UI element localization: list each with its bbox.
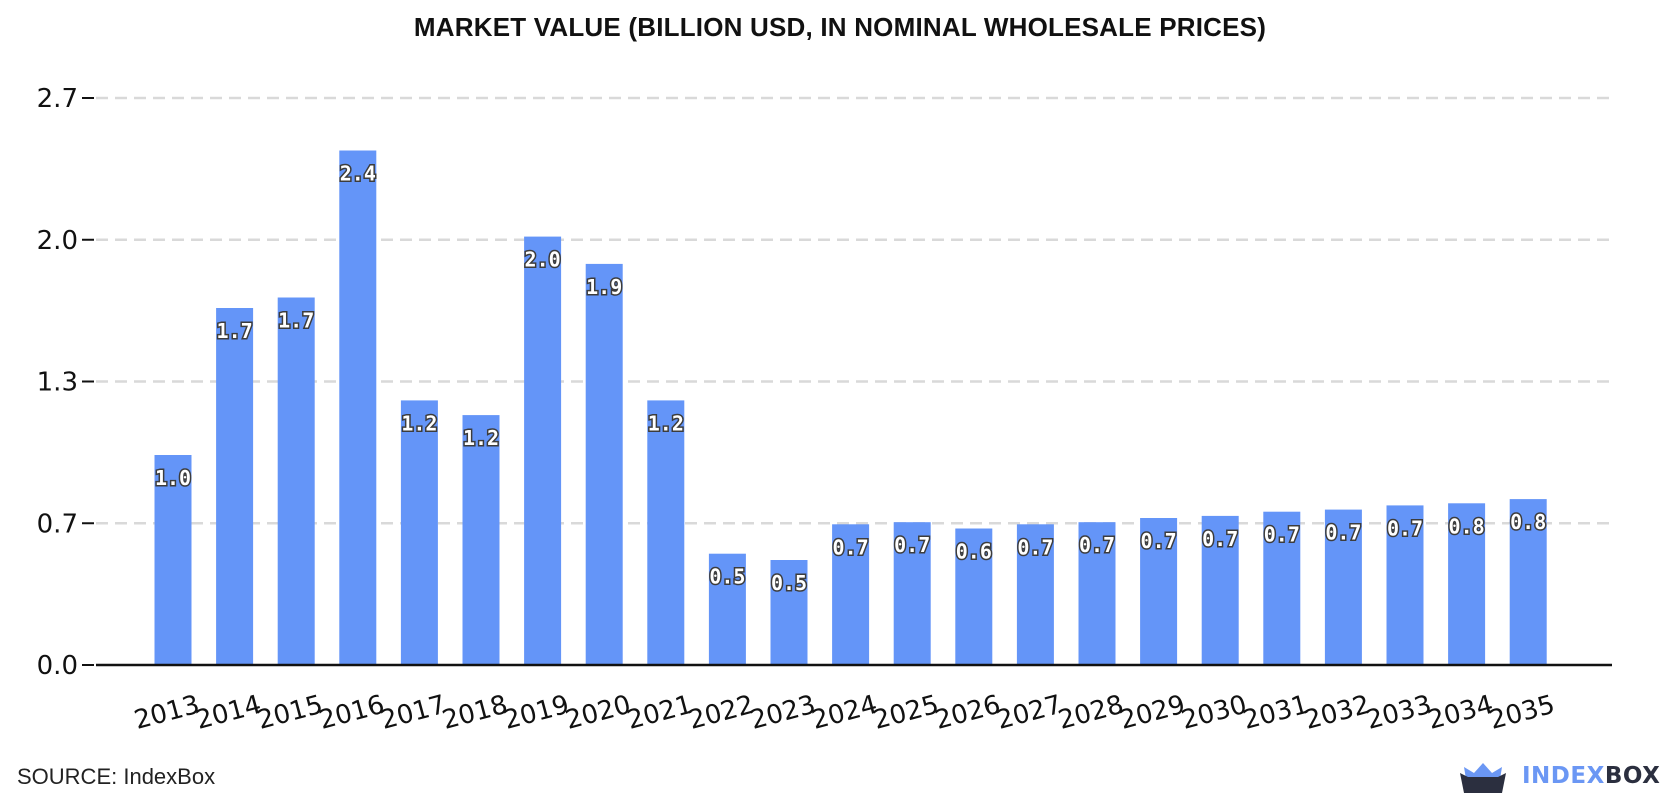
x-tick-label: 2032 [1302, 690, 1374, 736]
bar [524, 236, 562, 665]
source-note: SOURCE: IndexBox [17, 764, 216, 789]
bar [1140, 518, 1178, 665]
x-tick-label: 2025 [870, 690, 942, 736]
y-tick-label: 0.0 [37, 651, 78, 681]
bar [339, 150, 377, 665]
bar [277, 297, 315, 665]
bar [1324, 509, 1362, 665]
bar [832, 524, 870, 665]
data-label: 0.7 [1017, 535, 1053, 559]
x-tick-label: 2019 [501, 690, 573, 736]
data-label: 2.0 [525, 248, 561, 272]
x-tick-label: 2031 [1240, 690, 1312, 736]
data-label: 0.5 [771, 571, 807, 595]
x-tick-label: 2026 [932, 690, 1004, 736]
bar [1201, 515, 1239, 665]
x-tick-label: 2022 [686, 690, 758, 736]
x-tick-label: 2018 [439, 690, 511, 736]
data-label: 0.8 [1510, 510, 1546, 534]
bar [1078, 522, 1116, 665]
data-label: 0.8 [1449, 514, 1485, 538]
x-tick-label: 2024 [809, 690, 881, 736]
data-label: 0.7 [1079, 533, 1115, 557]
data-label: 1.2 [648, 411, 684, 435]
data-label: 0.7 [833, 535, 869, 559]
y-tick-label: 2.0 [37, 226, 78, 256]
data-label: 2.4 [340, 162, 376, 186]
bar [216, 308, 254, 665]
x-tick-label: 2029 [1117, 690, 1189, 736]
crown-box-icon [1460, 763, 1506, 793]
y-tick-label: 0.7 [37, 509, 78, 539]
bar [955, 528, 993, 665]
logo-box-text: BOX [1604, 763, 1661, 789]
bar [647, 400, 685, 665]
x-tick-label: 2020 [562, 690, 634, 736]
y-tick-label: 1.3 [37, 368, 78, 398]
x-tick-label: 2034 [1425, 690, 1497, 736]
logo-wordmark: INDEXBOX [1522, 757, 1660, 795]
x-tick-label: 2021 [624, 690, 696, 736]
x-tick-label: 2023 [747, 690, 819, 736]
bar [462, 415, 500, 665]
x-tick-label: 2017 [378, 690, 450, 736]
data-label: 0.7 [1325, 521, 1361, 545]
x-tick-label: 2030 [1178, 690, 1250, 736]
data-label: 0.7 [1141, 529, 1177, 553]
x-tick-label: 2016 [316, 690, 388, 736]
data-label: 1.2 [463, 426, 499, 450]
bar [1386, 505, 1424, 665]
data-label: 1.0 [155, 466, 191, 490]
indexbox-logo[interactable]: INDEXBOX [1458, 756, 1660, 796]
bar [770, 560, 808, 665]
x-tick-label: 2027 [994, 690, 1066, 736]
bar [400, 400, 438, 665]
bar [1016, 524, 1054, 665]
bar [1263, 511, 1301, 665]
bar [1509, 499, 1547, 665]
logo-index-text: INDEX [1522, 763, 1605, 789]
chart-title: MARKET VALUE (BILLION USD, IN NOMINAL WH… [413, 12, 1267, 42]
data-label: 0.7 [894, 533, 930, 557]
y-tick-label: 2.7 [37, 84, 78, 114]
x-tick-label: 2015 [254, 690, 326, 736]
x-tick-label: 2014 [193, 690, 265, 736]
x-tick-label: 2033 [1363, 690, 1435, 736]
data-label: 1.9 [586, 275, 622, 299]
data-label: 1.2 [401, 411, 437, 435]
bar [708, 553, 746, 665]
data-label: 0.7 [1264, 523, 1300, 547]
data-label: 1.7 [278, 309, 314, 333]
data-label: 0.7 [1387, 516, 1423, 540]
data-label: 0.5 [709, 565, 745, 589]
bar [893, 522, 931, 665]
data-label: 0.6 [956, 540, 992, 564]
x-tick-label: 2035 [1486, 690, 1558, 736]
bar [1448, 503, 1486, 665]
x-tick-label: 2028 [1055, 690, 1127, 736]
data-label: 0.7 [1202, 527, 1238, 551]
data-label: 1.7 [217, 319, 253, 343]
bar [585, 263, 623, 665]
bar-chart: 0.0 0.7 1.3 2.0 2.7 1.0 1.7 1.7 2.4 1.2 1.2 2.0 1.9 1… [37, 84, 1612, 736]
x-tick-label: 2013 [131, 690, 203, 736]
bar [154, 455, 192, 665]
